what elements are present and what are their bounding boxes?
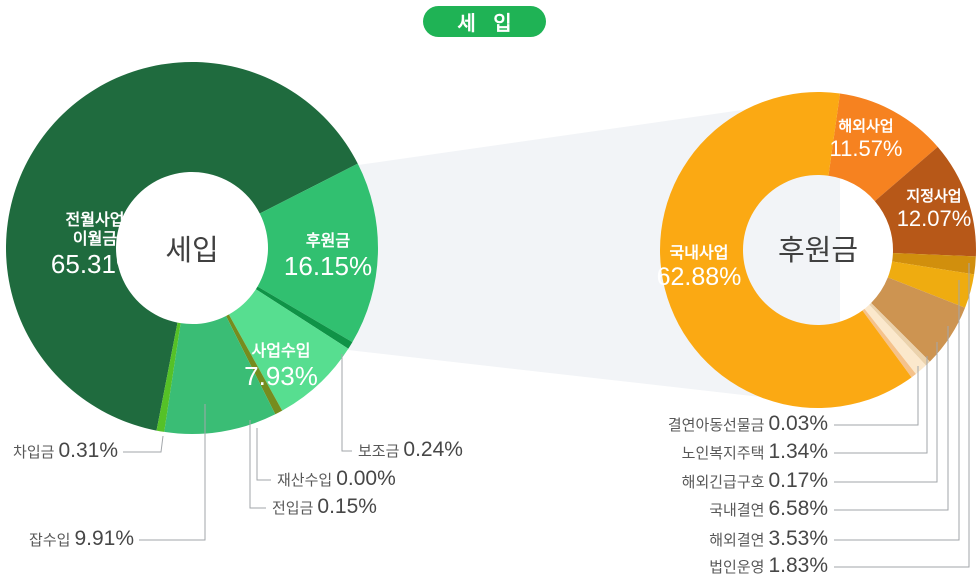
callout-name: 해외긴급구호 — [681, 473, 765, 491]
slice-사업수입 — [228, 289, 349, 411]
callout-국내결연: 국내결연 6.58% — [709, 497, 828, 521]
callout-percent: 3.53% — [768, 526, 828, 550]
callout-해외결연: 해외결연 3.53% — [709, 527, 828, 551]
slice-percent: 11.57% — [829, 136, 903, 161]
slice-전입금 — [226, 314, 283, 415]
slice-결연아동선물금 — [862, 308, 916, 378]
callout-percent: 1.83% — [768, 553, 828, 577]
slice-percent: 16.15% — [283, 251, 373, 281]
slice-percent: 62.88% — [656, 263, 742, 291]
callout-결연아동선물금: 결연아동선물금 0.03% — [668, 412, 828, 436]
slice-국내사업 — [659, 91, 912, 408]
slice-차입금 — [156, 322, 181, 432]
callout-잡수입: 잡수입 9.91% — [29, 527, 134, 551]
slice-percent: 65.31% — [50, 249, 140, 279]
callout-name: 국내결연 — [709, 501, 765, 519]
leader-line-국내결연 — [834, 326, 949, 511]
callout-name: 차입금 — [13, 443, 55, 461]
callout-name: 노인복지주택 — [681, 444, 765, 462]
slice-법인운영 — [892, 253, 976, 275]
slice-percent: 12.07% — [896, 206, 972, 231]
slice-label-후원금: 후원금 16.15% — [284, 232, 372, 281]
center-label-후원금: 후원금 — [777, 235, 859, 267]
slice-label-지정사업: 지정사업 12.07% — [897, 187, 972, 231]
slice-name: 해외사업 — [838, 118, 894, 135]
callout-percent: 0.17% — [768, 468, 828, 492]
slice-name: 후원금 — [305, 233, 351, 250]
callout-name: 전입금 — [272, 499, 314, 517]
slice-label-사업수입: 사업수입 7.93% — [244, 342, 318, 391]
callout-percent: 1.34% — [768, 439, 828, 463]
slice-국내결연 — [871, 277, 966, 362]
center-label-세입: 세입 — [165, 235, 219, 267]
callout-percent: 9.91% — [74, 526, 134, 550]
callout-재산수입: 재산수입 0.00% — [277, 467, 396, 491]
slice-해외결연 — [887, 261, 975, 308]
leader-line-노인복지주택 — [834, 356, 928, 454]
slice-노인복지주택 — [864, 304, 926, 374]
slice-name: 사업수입 — [251, 343, 311, 360]
callout-percent: 6.58% — [768, 496, 828, 520]
callout-차입금: 차입금 0.31% — [13, 439, 118, 463]
leader-line-보조금 — [341, 354, 352, 452]
leader-line-해외긴급구호 — [834, 342, 938, 483]
slice-해외사업 — [828, 93, 938, 202]
slice-보조금 — [255, 286, 353, 349]
slice-전월사업 이월금 — [5, 61, 358, 431]
leader-line-잡수입 — [139, 404, 206, 541]
leader-line-전입금 — [249, 420, 266, 509]
callout-percent: 0.31% — [58, 438, 118, 462]
callout-name: 잡수입 — [29, 531, 71, 549]
callout-전입금: 전입금 0.15% — [272, 495, 377, 519]
leader-line-법인운영 — [834, 263, 970, 568]
title-badge: 세 입 — [423, 6, 546, 37]
title-text: 세 입 — [457, 13, 518, 35]
slice-name: 전월사업 이월금 — [65, 212, 125, 248]
callout-name: 재산수입 — [277, 471, 333, 489]
slice-label-해외사업: 해외사업 11.57% — [830, 117, 903, 161]
slice-label-전월사업 이월금: 전월사업 이월금 65.31% — [51, 211, 139, 279]
slice-해외긴급구호 — [869, 302, 930, 366]
callout-name: 해외결연 — [709, 531, 765, 549]
leader-line-해외결연 — [834, 280, 960, 541]
slice-name: 국내사업 — [669, 245, 729, 262]
callout-노인복지주택: 노인복지주택 1.34% — [682, 440, 828, 464]
leader-line-결연아동선물금 — [834, 366, 919, 426]
slice-label-국내사업: 국내사업 62.88% — [657, 244, 742, 292]
slice-percent: 7.93% — [244, 361, 318, 391]
slice-잡수입 — [164, 315, 276, 434]
callout-법인운영: 법인운영 1.83% — [709, 554, 828, 578]
slice-name: 지정사업 — [906, 188, 962, 205]
callout-percent: 0.15% — [317, 494, 377, 518]
callout-percent: 0.03% — [768, 411, 828, 435]
callout-percent: 0.24% — [403, 437, 463, 461]
callout-해외긴급구호: 해외긴급구호 0.17% — [682, 469, 828, 493]
slice-지정사업 — [874, 146, 976, 257]
callout-percent: 0.00% — [336, 466, 396, 490]
callout-name: 보조금 — [358, 442, 400, 460]
slice-후원금 — [257, 163, 378, 343]
leader-line-재산수입 — [256, 428, 271, 481]
callout-보조금: 보조금 0.24% — [358, 438, 463, 462]
callout-name: 결연아동선물금 — [667, 416, 765, 434]
leader-line-차입금 — [123, 435, 164, 453]
callout-name: 법인운영 — [709, 558, 765, 576]
